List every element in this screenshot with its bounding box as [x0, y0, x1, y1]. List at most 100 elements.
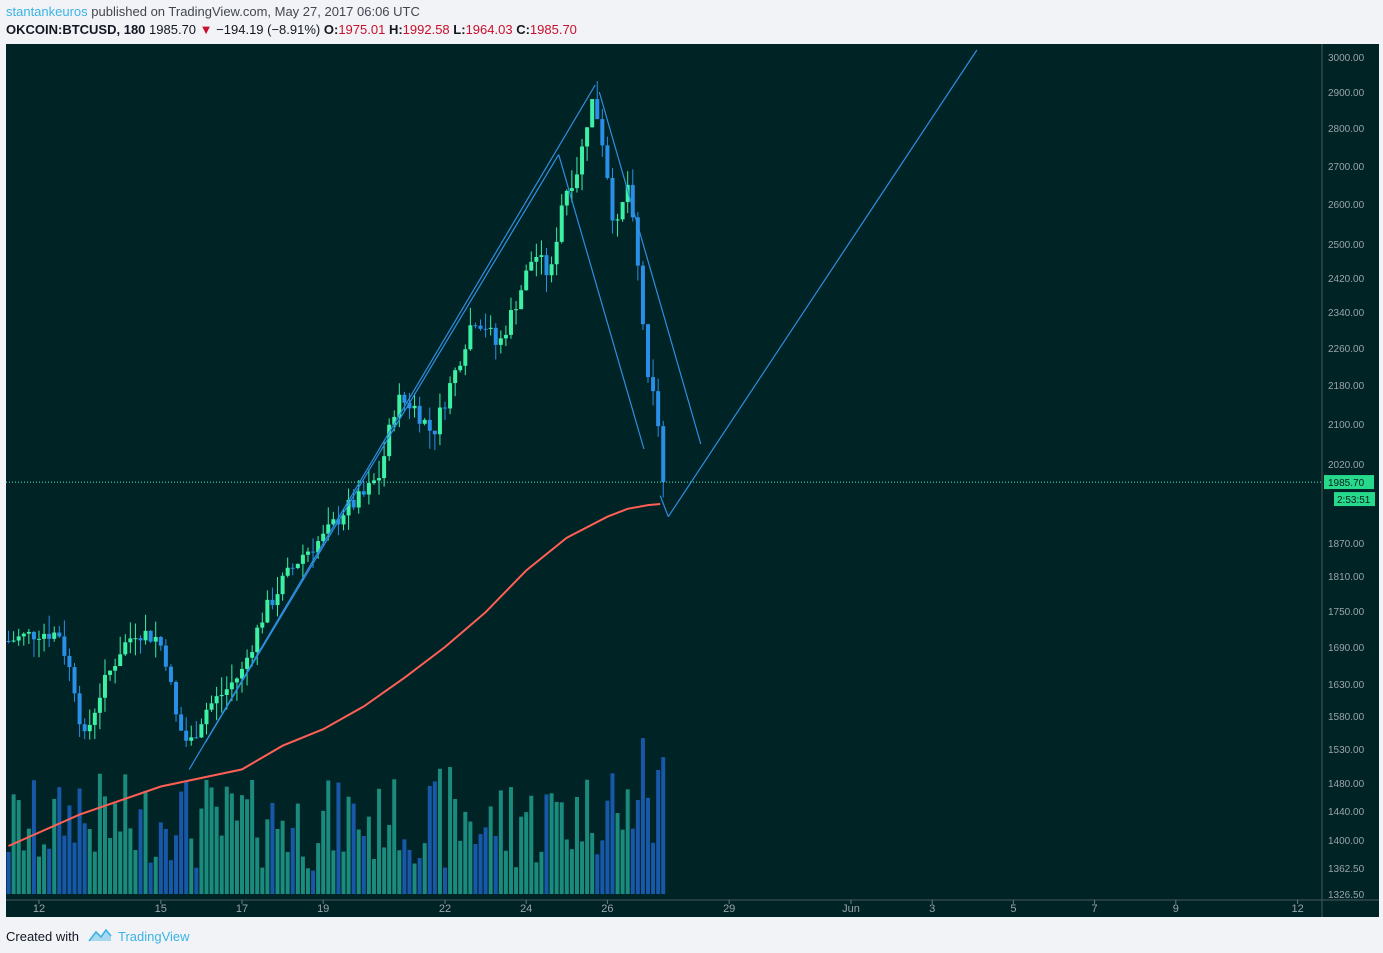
volume-bar — [422, 843, 427, 894]
volume-bar — [72, 842, 77, 894]
volume-bar — [646, 797, 650, 894]
volume-bar — [392, 779, 397, 894]
x-tick-label: 29 — [723, 903, 735, 915]
chart-area[interactable]: 3000.00 2900.00 2800.00 2700.00 2600.00 2500.… — [6, 44, 1379, 917]
author-link[interactable]: stantankeuros — [6, 4, 88, 19]
candle-body — [224, 689, 229, 695]
tradingview-logo-icon[interactable] — [88, 927, 112, 943]
volume-bar — [179, 791, 184, 894]
candle-body — [26, 631, 31, 634]
candle-body — [108, 670, 113, 675]
time-axis[interactable] — [6, 900, 1379, 917]
publish-info: stantankeuros published on TradingView.c… — [6, 4, 420, 19]
volume-bar — [483, 827, 488, 894]
high-value: 1992.58 — [402, 22, 450, 37]
volume-bar — [26, 828, 31, 894]
candle-body — [427, 419, 432, 431]
x-tick-label: 22 — [439, 903, 451, 915]
volume-bar — [321, 810, 326, 894]
last-price: 1985.70 — [149, 22, 197, 37]
volume-bar — [219, 835, 224, 894]
low-label: L: — [453, 22, 466, 37]
candle-body — [524, 270, 529, 291]
x-tick-label: 7 — [1092, 903, 1098, 915]
candle-body — [508, 310, 513, 335]
volume-bar — [31, 780, 36, 894]
candle-body — [422, 419, 427, 424]
candle-body — [397, 394, 402, 417]
candle-body — [82, 724, 87, 732]
candle-body — [585, 127, 590, 147]
candle-body — [661, 426, 666, 483]
candle-body — [412, 405, 417, 409]
candle-body — [539, 255, 544, 257]
candle-body — [554, 241, 559, 265]
candle-body — [234, 678, 239, 683]
volume-bar — [574, 796, 579, 894]
volume-bar — [62, 835, 67, 894]
price-axis[interactable] — [1322, 44, 1379, 900]
moving-average-line — [8, 503, 661, 847]
candle-body — [366, 483, 371, 495]
x-tick-label: 26 — [601, 903, 613, 915]
candle-body — [569, 188, 574, 191]
y-tick-label: 2900.00 — [1328, 88, 1365, 99]
tradingview-link[interactable]: TradingView — [118, 929, 190, 944]
candle-body — [615, 219, 620, 221]
y-tick-label: 1326.50 — [1328, 890, 1365, 901]
candle-body — [72, 667, 77, 694]
y-tick-label: 2340.00 — [1328, 308, 1365, 319]
volume-bar — [635, 799, 640, 894]
candle-body — [610, 177, 615, 221]
candle-body — [656, 391, 661, 427]
candle-body — [488, 327, 493, 329]
y-tick-label: 1870.00 — [1328, 539, 1365, 550]
candle-body — [443, 407, 447, 409]
y-tick-label: 1362.50 — [1328, 864, 1365, 875]
candle-body — [194, 737, 199, 739]
volume-bar — [382, 847, 387, 894]
candle-body — [564, 190, 569, 206]
candle-body — [519, 290, 524, 310]
volume-bar — [387, 824, 392, 894]
y-tick-label: 2260.00 — [1328, 344, 1365, 355]
candle-body — [158, 636, 163, 646]
candle-body — [245, 657, 250, 669]
candle-body — [321, 533, 326, 542]
chart-header: stantankeuros published on TradingView.c… — [0, 0, 1383, 44]
volume-bar — [351, 803, 356, 894]
price-chart[interactable]: 3000.00 2900.00 2800.00 2700.00 2600.00 2500.… — [6, 44, 1379, 917]
volume-bar — [453, 798, 458, 894]
volume-bar — [417, 858, 422, 894]
candle-body — [250, 652, 255, 658]
y-tick-label: 2500.00 — [1328, 240, 1365, 251]
candle-body — [448, 383, 453, 409]
volume-bar — [371, 858, 376, 894]
candle-body — [31, 631, 36, 640]
volume-bar — [661, 757, 666, 894]
volume-bar — [240, 795, 244, 894]
candle-body — [432, 430, 437, 435]
candle-body — [174, 681, 179, 715]
volume-bar — [108, 838, 113, 894]
volume-bar — [610, 773, 615, 894]
trendline — [667, 49, 978, 517]
candle-body — [204, 709, 209, 725]
volume-bar — [341, 851, 346, 894]
candle-body — [16, 636, 21, 641]
candle-body — [635, 217, 640, 266]
volume-bar — [539, 851, 544, 894]
open-label: O: — [323, 22, 339, 37]
candle-body — [199, 724, 204, 738]
candle-body — [148, 630, 153, 642]
candle-body — [529, 261, 534, 271]
volume-bar — [544, 794, 549, 894]
volume-bar — [113, 803, 118, 894]
x-tick-label: 3 — [929, 903, 935, 915]
candle-body — [549, 264, 554, 276]
candle-body — [143, 630, 148, 641]
candle-body — [11, 640, 16, 642]
volume-bar — [87, 829, 92, 894]
volume-bar — [448, 767, 453, 894]
volume-bar — [118, 831, 123, 894]
